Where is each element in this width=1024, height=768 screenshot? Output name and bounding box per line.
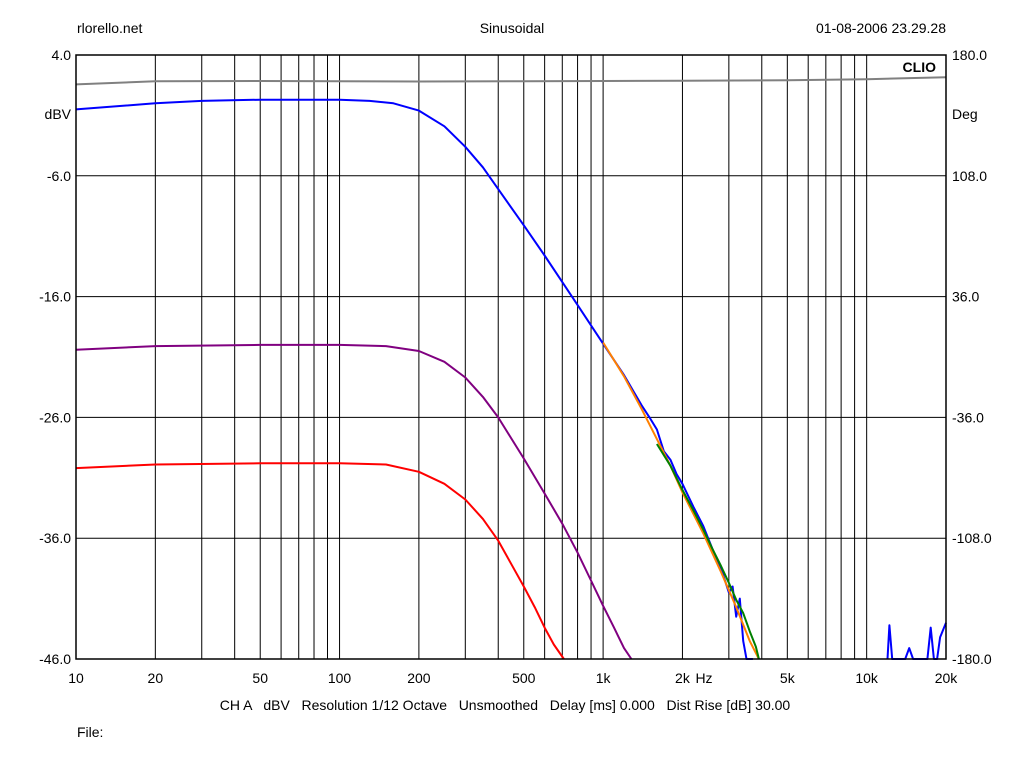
series-line-4 — [602, 341, 760, 660]
x-tick-label: 1k — [596, 670, 612, 686]
y2-axis-ticks: 180.0 108.0 36.0 -36.0 -108.0 -180.0 — [952, 47, 992, 667]
series-line-5 — [656, 443, 760, 660]
timestamp-label: 01-08-2006 23.29.28 — [816, 20, 946, 36]
series-line-2 — [75, 343, 633, 660]
y-tick-label: -6.0 — [47, 168, 71, 184]
y-tick-label: 4.0 — [52, 47, 72, 63]
y2-tick-label: -36.0 — [952, 409, 984, 425]
y2-tick-label: 180.0 — [952, 47, 987, 63]
x-tick-label: 5k — [780, 670, 796, 686]
x-tick-label: 50 — [252, 670, 268, 686]
settings-line: CH A dBV Resolution 1/12 Octave Unsmooth… — [220, 697, 791, 713]
vertical-grid — [154, 55, 868, 659]
plot-area — [75, 54, 947, 660]
y-tick-label: -36.0 — [39, 530, 71, 546]
y-tick-label: -16.0 — [39, 289, 71, 305]
y2-tick-label: 36.0 — [952, 289, 979, 305]
x-axis-unit: Hz — [695, 670, 712, 686]
series-line-0 — [75, 76, 947, 86]
x-tick-label: 10k — [855, 670, 879, 686]
y2-tick-label: 108.0 — [952, 168, 987, 184]
horizontal-grid — [76, 175, 946, 539]
y2-tick-label: -108.0 — [952, 530, 992, 546]
y-tick-label: -46.0 — [39, 651, 71, 667]
plot-border — [75, 54, 947, 660]
x-tick-label: 500 — [512, 670, 536, 686]
x-axis-ticks: 10 20 50 100 200 500 1k 2k 5k 10k 20k — [68, 670, 958, 686]
x-tick-label: 200 — [407, 670, 431, 686]
series-line-3 — [75, 462, 565, 660]
file-label: File: — [77, 724, 103, 740]
x-tick-label: 20 — [148, 670, 164, 686]
site-label: rlorello.net — [77, 20, 142, 36]
x-tick-label: 20k — [935, 670, 959, 686]
measurement-type-label: Sinusoidal — [480, 20, 545, 36]
plot-background — [76, 55, 946, 659]
clio-badge-bg — [890, 58, 942, 76]
x-tick-label: 10 — [68, 670, 84, 686]
y2-tick-label: -180.0 — [952, 651, 992, 667]
y-tick-label: -26.0 — [39, 409, 71, 425]
y-axis-unit: dBV — [45, 106, 72, 122]
y2-axis-unit: Deg — [952, 106, 978, 122]
clio-brand: CLIO — [903, 59, 937, 75]
x-tick-label: 2k — [675, 670, 691, 686]
y-axis-ticks: 4.0 -6.0 -16.0 -26.0 -36.0 -46.0 — [39, 47, 71, 667]
x-tick-label: 100 — [328, 670, 352, 686]
